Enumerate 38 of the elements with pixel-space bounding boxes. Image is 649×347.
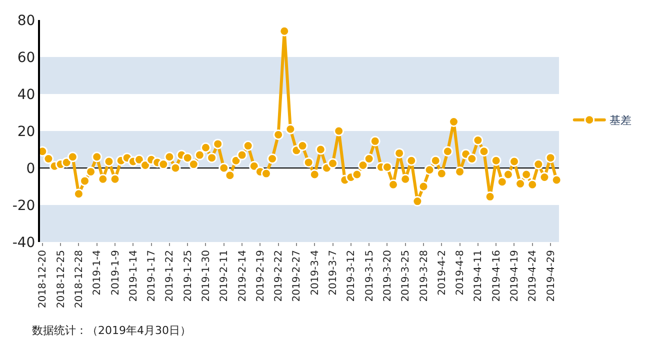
x-tick-label: 2019-1-9: [110, 250, 122, 296]
y-tick-label: 0: [26, 160, 36, 177]
y-tick-label: 60: [17, 50, 36, 66]
x-tick-label: 2019-4-29: [546, 250, 557, 302]
x-tick-label: 2019-4-8: [455, 250, 466, 296]
x-tick-label: 2019-3-20: [382, 250, 394, 302]
x-tick-label: 2019-2-11: [219, 250, 230, 302]
x-tick-label: 2019-1-22: [164, 250, 176, 302]
x-tick-label: 2019-4-11: [473, 250, 484, 302]
x-tick-label: 2019-3-25: [400, 250, 412, 302]
x-tick-label: 2019-3-12: [346, 250, 358, 302]
x-tick-label: 2019-4-16: [491, 250, 502, 302]
x-tick-label: 2019-4-19: [509, 250, 520, 302]
x-tick-label: 2019-2-14: [237, 250, 248, 302]
x-tick-label: 2019-4-2: [436, 250, 448, 296]
x-tick-label: 2019-3-15: [364, 250, 376, 302]
x-tick-label: 2019-1-17: [146, 250, 158, 302]
y-tick-label: -20: [12, 198, 36, 214]
x-tick-label: 2019-1-30: [200, 250, 212, 302]
x-tick-label: 2019-2-19: [255, 250, 266, 302]
x-tick-label: 2019-1-25: [182, 250, 194, 302]
x-tick-label: 2019-2-22: [274, 250, 285, 302]
x-tick-label: 2019-3-28: [418, 250, 430, 302]
y-tick-label: 40: [17, 86, 36, 103]
y-tick-label: 20: [17, 124, 36, 140]
x-tick-label: 2019-1-4: [92, 250, 104, 296]
x-tick-label: 2019-4-24: [528, 250, 539, 302]
legend-label: 基差: [609, 114, 632, 128]
x-tick-label: 2019-2-27: [292, 250, 303, 302]
text: 数据统计：（2019年4月30日）: [32, 324, 191, 337]
x-tick-label: 2019-3-4: [310, 250, 321, 296]
y-tick-label: 80: [17, 12, 36, 29]
x-tick-label: 2018-12-28: [74, 250, 85, 308]
y-tick-label: -40: [12, 234, 36, 251]
x-tick-label: 2018-12-20: [38, 250, 49, 308]
x-tick-label: 2018-12-25: [56, 250, 67, 308]
x-tick-label: 2019-3-7: [328, 250, 340, 296]
x-tick-label: 2019-1-14: [128, 250, 140, 302]
